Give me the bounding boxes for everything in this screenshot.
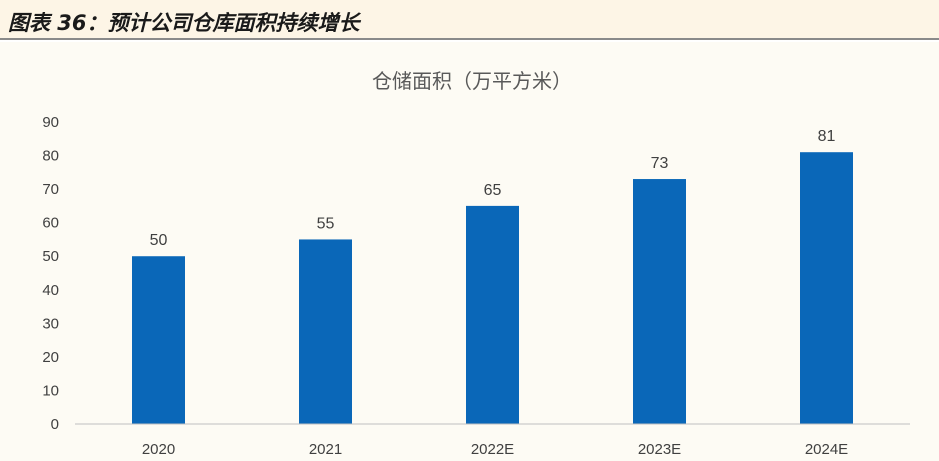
bar bbox=[299, 239, 352, 424]
data-label: 81 bbox=[818, 128, 836, 145]
figure-header: 图表 36：预计公司仓库面积持续增长 bbox=[0, 0, 939, 40]
chart-title: 仓储面积（万平方米） bbox=[372, 69, 572, 93]
y-tick-label: 30 bbox=[42, 315, 59, 332]
chart-area: 仓储面积（万平方米） 0 10 20 30 40 50 60 70 80 90 50 55 65 73 8… bbox=[0, 42, 939, 461]
y-tick-label: 90 bbox=[42, 114, 59, 131]
x-tick-label: 2021 bbox=[309, 441, 342, 458]
x-tick-label: 2020 bbox=[142, 441, 175, 458]
data-label: 50 bbox=[150, 232, 168, 249]
bar-chart: 仓储面积（万平方米） 0 10 20 30 40 50 60 70 80 90 50 55 65 73 8… bbox=[42, 69, 910, 458]
bars bbox=[132, 152, 853, 424]
x-axis-labels: 2020 2021 2022E 2023E 2024E bbox=[142, 441, 848, 458]
data-labels: 50 55 65 73 81 bbox=[150, 128, 836, 249]
y-tick-label: 70 bbox=[42, 181, 59, 198]
x-tick-label: 2023E bbox=[638, 441, 681, 458]
y-tick-label: 50 bbox=[42, 248, 59, 265]
data-label: 55 bbox=[317, 215, 335, 232]
data-label: 65 bbox=[484, 182, 502, 199]
x-tick-label: 2022E bbox=[471, 441, 514, 458]
y-tick-label: 20 bbox=[42, 349, 59, 366]
bar bbox=[132, 256, 185, 424]
y-tick-label: 0 bbox=[51, 416, 59, 433]
bar bbox=[466, 205, 519, 424]
y-tick-label: 80 bbox=[42, 148, 59, 165]
y-tick-label: 60 bbox=[42, 215, 59, 232]
x-tick-label: 2024E bbox=[805, 441, 848, 458]
y-tick-label: 40 bbox=[42, 282, 59, 299]
y-axis-labels: 0 10 20 30 40 50 60 70 80 90 bbox=[42, 114, 59, 433]
bar bbox=[800, 152, 853, 424]
data-label: 73 bbox=[651, 155, 669, 172]
figure-title: 图表 36：预计公司仓库面积持续增长 bbox=[8, 11, 360, 35]
y-tick-label: 10 bbox=[42, 382, 59, 399]
bar bbox=[633, 179, 686, 424]
